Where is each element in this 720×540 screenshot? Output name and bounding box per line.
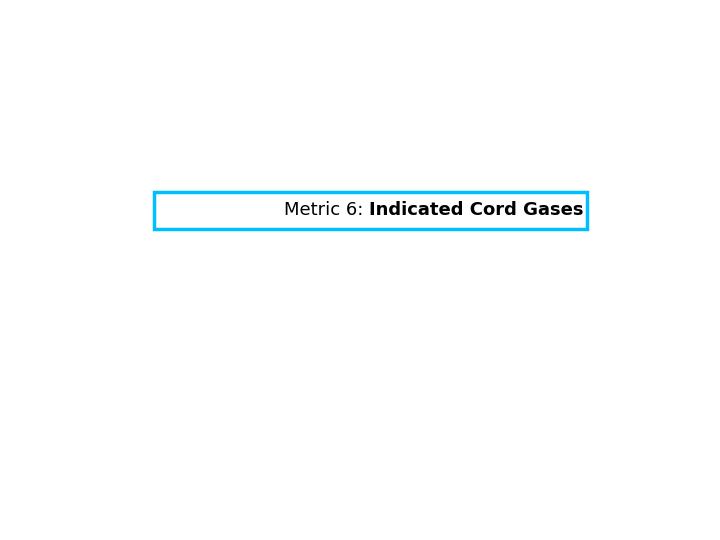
Text: Metric 6:: Metric 6: <box>284 201 369 219</box>
Text: Indicated Cord Gases: Indicated Cord Gases <box>369 201 583 219</box>
FancyBboxPatch shape <box>154 192 587 229</box>
